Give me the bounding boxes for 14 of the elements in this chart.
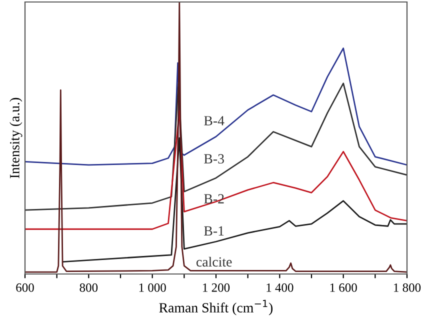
x-tick-label: 1 200 <box>203 283 230 292</box>
x-axis-title: Raman Shift (cm$^{−1}$) <box>159 300 273 316</box>
x-tick-label: 800 <box>80 283 98 292</box>
x-tick-label: 1 600 <box>330 283 357 292</box>
series-label: B-4 <box>204 116 224 126</box>
x-tick-label: 600 <box>16 283 34 292</box>
x-tick-label: 1 800 <box>394 283 421 292</box>
y-axis-title: Intensity (a.u.) <box>10 98 22 178</box>
series-label: B-3 <box>204 154 224 164</box>
series-label: B-2 <box>204 194 224 204</box>
x-tick-label: 1 400 <box>266 283 294 292</box>
x-tick-label: 1 000 <box>139 283 166 292</box>
series-label: B-1 <box>204 226 224 236</box>
series-label: calcite <box>196 256 232 267</box>
